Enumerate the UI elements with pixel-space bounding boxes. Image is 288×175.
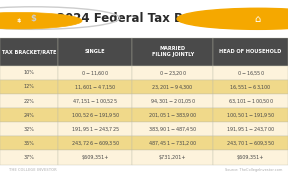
Bar [132, 66, 213, 80]
Text: 10%: 10% [23, 70, 34, 75]
Text: $0 - $16,550: $0 - $16,550 [237, 69, 264, 77]
Text: $0 - $23,200: $0 - $23,200 [159, 69, 187, 77]
Bar [213, 66, 288, 80]
Bar [0, 122, 58, 136]
Text: $609,351+: $609,351+ [81, 155, 109, 160]
Text: ⌂: ⌂ [255, 14, 261, 24]
Text: $487,451 - $731,200: $487,451 - $731,200 [148, 140, 197, 147]
Bar [213, 94, 288, 108]
Text: $243,701 - $609,350: $243,701 - $609,350 [226, 140, 275, 147]
Text: $94,301 - $201,050: $94,301 - $201,050 [150, 97, 196, 105]
Text: MARRIED
FILING JOINTLY: MARRIED FILING JOINTLY [152, 46, 194, 57]
Bar [58, 122, 132, 136]
Text: $243,726 - $609,350: $243,726 - $609,350 [71, 140, 120, 147]
Bar [213, 122, 288, 136]
Text: 22%: 22% [23, 99, 34, 104]
Text: SINGLE: SINGLE [85, 49, 105, 54]
Text: $: $ [16, 18, 21, 23]
Bar [58, 38, 132, 66]
Bar [0, 94, 58, 108]
Bar [213, 108, 288, 122]
Text: $609,351+: $609,351+ [237, 155, 264, 160]
Bar [58, 108, 132, 122]
Bar [132, 136, 213, 150]
Text: $100,526 - $191,950: $100,526 - $191,950 [71, 111, 120, 119]
Text: $: $ [30, 13, 36, 23]
Bar [0, 136, 58, 150]
Text: 32%: 32% [23, 127, 34, 132]
Text: THE COLLEGE INVESTOR: THE COLLEGE INVESTOR [9, 168, 56, 172]
Text: $201,051 - $383,900: $201,051 - $383,900 [148, 111, 197, 119]
Bar [213, 80, 288, 94]
Bar [213, 38, 288, 66]
Bar [0, 66, 58, 80]
Bar [58, 66, 132, 80]
Text: HEAD OF HOUSEHOLD: HEAD OF HOUSEHOLD [219, 49, 282, 54]
Bar [132, 38, 213, 66]
Text: $731,201+: $731,201+ [159, 155, 187, 160]
Bar [0, 150, 58, 164]
Bar [0, 38, 58, 66]
Bar [213, 150, 288, 164]
Text: $63,101 - $100,500: $63,101 - $100,500 [228, 97, 274, 105]
Bar [132, 108, 213, 122]
Text: $191,951 - $243,700: $191,951 - $243,700 [226, 125, 275, 133]
Bar [0, 80, 58, 94]
Bar [132, 80, 213, 94]
Text: $16,551 - $63,100: $16,551 - $63,100 [229, 83, 272, 91]
Circle shape [177, 8, 288, 29]
Text: $383,901 - $487,450: $383,901 - $487,450 [148, 125, 197, 133]
Circle shape [0, 12, 82, 29]
Text: TAX BRACKET/RATE: TAX BRACKET/RATE [2, 49, 56, 54]
Text: 37%: 37% [23, 155, 34, 160]
Text: $191,951 - $243,725: $191,951 - $243,725 [71, 125, 120, 133]
Text: 35%: 35% [23, 141, 34, 146]
Bar [58, 150, 132, 164]
Text: $100,501 - $191,950: $100,501 - $191,950 [226, 111, 275, 119]
Text: $47,151 - $100,525: $47,151 - $100,525 [72, 97, 118, 105]
Text: $11,601 - $47,150: $11,601 - $47,150 [74, 83, 116, 91]
Bar [0, 108, 58, 122]
Bar [132, 94, 213, 108]
Text: $0 - $11,600: $0 - $11,600 [81, 69, 109, 77]
Text: 12%: 12% [23, 85, 34, 89]
Text: 2024 Federal Tax Brackets: 2024 Federal Tax Brackets [56, 12, 232, 25]
Text: $23,201 - $94,300: $23,201 - $94,300 [151, 83, 194, 91]
Bar [132, 122, 213, 136]
Bar [58, 80, 132, 94]
Bar [58, 94, 132, 108]
Bar [132, 150, 213, 164]
Text: 24%: 24% [23, 113, 34, 118]
Text: Source: TheCollegeInvestor.com: Source: TheCollegeInvestor.com [225, 168, 282, 172]
Bar [213, 136, 288, 150]
Bar [58, 136, 132, 150]
